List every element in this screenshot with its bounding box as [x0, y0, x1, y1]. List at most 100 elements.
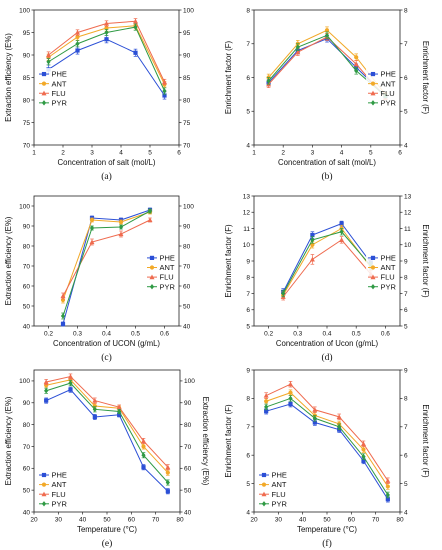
data-point — [162, 79, 167, 85]
series-line — [46, 376, 169, 468]
data-point — [361, 453, 366, 460]
data-point — [75, 29, 80, 35]
y2-axis-label: Enrichment factor (F) — [421, 224, 430, 298]
legend-label: PYR — [52, 98, 68, 107]
series-flu — [263, 381, 391, 484]
legend-label: PYR — [381, 282, 397, 291]
data-point — [354, 68, 359, 74]
y-tick-label: 95 — [23, 30, 31, 37]
y2-tick-label: 100 — [183, 7, 194, 14]
series-flu — [280, 236, 374, 301]
series-line — [62, 210, 151, 317]
data-point — [264, 399, 269, 404]
data-point — [116, 404, 122, 410]
x-tick-label: 20 — [30, 517, 38, 524]
panel-label: (a) — [101, 171, 112, 182]
data-point — [118, 224, 124, 230]
series-phe — [264, 400, 390, 503]
data-point — [336, 414, 342, 419]
data-point — [165, 479, 170, 486]
y-tick-label: 40 — [23, 509, 31, 516]
data-point — [133, 50, 138, 55]
data-point — [310, 242, 315, 247]
y2-tick-label: 9 — [404, 258, 408, 265]
y-tick-label: 80 — [23, 243, 31, 250]
y2-tick-label: 90 — [183, 223, 191, 230]
series-line — [46, 379, 169, 474]
data-point — [147, 208, 153, 214]
x-tick-label: 0.4 — [322, 331, 331, 338]
y2-tick-label: 6 — [404, 453, 408, 460]
y2-tick-label: 40 — [183, 323, 191, 330]
data-point — [266, 78, 271, 84]
series-flu — [46, 18, 167, 86]
data-point — [92, 414, 97, 420]
data-point — [165, 470, 170, 475]
legend-label: ANT — [381, 79, 396, 88]
data-point — [141, 452, 146, 458]
legend-marker — [370, 90, 376, 96]
y2-tick-label: 70 — [183, 142, 191, 149]
series-line — [265, 383, 389, 482]
series-line — [266, 392, 389, 487]
legend-marker — [261, 491, 267, 497]
data-point — [117, 412, 122, 417]
y2-tick-label: 12 — [404, 210, 412, 217]
y2-tick-label: 4 — [404, 142, 408, 149]
y2-tick-label: 100 — [184, 378, 195, 385]
legend-marker — [41, 100, 47, 106]
legend-marker — [370, 255, 376, 260]
data-point — [75, 41, 80, 47]
y-axis-label: Enrichment factor (F) — [224, 404, 233, 478]
series-pyr — [281, 228, 373, 298]
y2-tick-label: 80 — [184, 422, 192, 429]
legend-label: PHE — [381, 254, 396, 263]
legend-marker — [149, 255, 155, 260]
data-point — [133, 18, 138, 24]
x-tick-label: 3 — [311, 150, 315, 157]
x-axis-label: Temperature (°C) — [297, 525, 357, 534]
series-pyr — [60, 208, 153, 320]
series-phe — [44, 386, 170, 495]
legend-marker — [261, 482, 267, 487]
legend-marker — [41, 90, 47, 96]
y2-tick-label: 40 — [184, 509, 192, 516]
legend-label: PYR — [381, 98, 397, 107]
x-tick-label: 0.6 — [381, 331, 390, 338]
data-point — [44, 388, 49, 394]
x-tick-label: 5 — [148, 150, 152, 157]
x-axis-label: Concentration of salt (mol/L) — [58, 158, 156, 167]
legend-label: PHE — [52, 70, 67, 79]
data-point — [92, 403, 97, 409]
panel-label: (f) — [322, 538, 332, 549]
x-axis-label: Concentration of UCON (g/mL) — [53, 339, 160, 348]
y-tick-label: 70 — [23, 263, 31, 270]
legend-marker — [261, 472, 267, 478]
legend-label: PYR — [52, 499, 68, 508]
x-tick-label: 0.4 — [102, 331, 111, 338]
legend-marker — [370, 265, 376, 270]
x-tick-label: 50 — [323, 517, 331, 524]
x-tick-label: 1 — [252, 150, 256, 157]
x-axis-label: Concentration of Ucon (g/mL) — [276, 339, 379, 348]
y-tick-label: 7 — [246, 291, 250, 298]
legend-marker — [149, 284, 155, 290]
data-point — [361, 447, 366, 452]
x-tick-label: 60 — [348, 517, 356, 524]
x-tick-label: 70 — [372, 517, 380, 524]
y-tick-label: 13 — [243, 193, 251, 200]
x-tick-label: 40 — [299, 517, 307, 524]
legend-marker — [41, 472, 47, 478]
y2-tick-label: 7 — [404, 41, 408, 48]
y-tick-label: 80 — [23, 97, 31, 104]
legend-label: ANT — [160, 263, 175, 272]
x-tick-label: 2 — [61, 150, 65, 157]
y-axis-label: Enrichment factor (F) — [224, 40, 233, 114]
data-point — [104, 29, 109, 36]
y-tick-label: 6 — [246, 75, 250, 82]
